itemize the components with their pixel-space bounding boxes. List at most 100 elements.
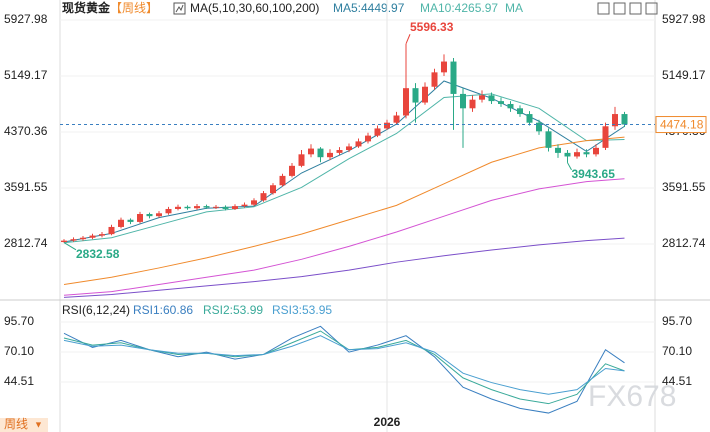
x-tick-label: 2026 [374, 415, 401, 429]
candle-body [422, 86, 428, 103]
line [63, 178, 625, 296]
candle-body [118, 219, 124, 227]
period-label[interactable]: 【周线】 [110, 1, 158, 15]
y-tick-label: 2812.74 [4, 236, 48, 250]
candle-body [498, 101, 504, 104]
candle-body [270, 185, 276, 194]
legend-entry: MA10:4265.97 [420, 1, 498, 15]
dropdown-arrow: ▼ [34, 419, 43, 429]
candle-body [460, 93, 466, 109]
candle-body [89, 235, 96, 238]
annotation-pointer [567, 162, 572, 171]
candle-body [156, 213, 162, 217]
annotation-pointer [63, 242, 77, 251]
candle-body [564, 152, 571, 157]
candle-body [526, 114, 533, 123]
legend-entry: RSI1:60.86 [133, 303, 193, 317]
line [63, 136, 625, 285]
icon [175, 4, 184, 13]
candle-body [431, 72, 438, 87]
candle-body [251, 200, 257, 205]
legend-entry: MA5:4449.97 [333, 1, 405, 15]
legend-entry: RSI3:53.95 [272, 303, 332, 317]
candle-body [327, 152, 333, 158]
icon[interactable] [597, 2, 610, 15]
candle-body [336, 150, 343, 153]
y-tick-label: 95.70 [662, 314, 692, 328]
indicator-title: MA(5,10,30,60,100,200) [190, 1, 319, 15]
candle-body [279, 175, 286, 186]
candle-body [355, 141, 362, 147]
annotation-pointer [405, 34, 411, 45]
period-tab[interactable]: 周线 [4, 417, 28, 431]
candle-body [70, 239, 77, 241]
toolbar [597, 2, 658, 15]
legend-entry: RSI2:53.99 [203, 303, 263, 317]
candle-body [602, 126, 609, 148]
candle-body [469, 99, 476, 109]
y-tick-label: 5927.98 [4, 12, 48, 26]
candle-body [612, 114, 618, 127]
y-tick-label: 70.10 [4, 344, 34, 358]
candle-body [298, 154, 305, 166]
icon[interactable] [613, 2, 626, 15]
rsi-title: RSI(6,12,24) [62, 303, 130, 317]
y-tick-label: 5149.17 [662, 68, 706, 82]
candle-body [165, 208, 172, 214]
y-tick-label: 95.70 [4, 314, 34, 328]
candle-body [365, 135, 371, 142]
candle-body [80, 237, 86, 240]
last-price-label: 4474.18 [660, 118, 704, 132]
candle-body [593, 147, 599, 155]
y-tick-label: 2812.74 [662, 236, 706, 250]
candle-body [137, 214, 143, 222]
chart-title: 现货黄金 [62, 0, 111, 15]
candle-body [621, 114, 628, 125]
candle-body [517, 108, 523, 115]
y-tick-label: 3591.55 [662, 180, 706, 194]
watermark: FX678 [588, 380, 676, 413]
candle-body [450, 61, 457, 94]
annotation: 3943.65 [572, 167, 616, 181]
annotation: 5596.33 [410, 20, 454, 34]
candle-body [545, 131, 552, 148]
period-tab-bg[interactable] [0, 418, 48, 432]
candle-body [536, 122, 542, 132]
line [63, 335, 625, 395]
legend-more: MA [505, 1, 523, 15]
last-price-box [655, 116, 707, 134]
annotation: 2832.58 [76, 247, 120, 261]
y-tick-label: 4370.36 [4, 124, 48, 138]
candle-body [583, 152, 590, 155]
icon[interactable] [645, 2, 658, 15]
candle-body [175, 206, 181, 209]
y-tick-label: 44.51 [662, 374, 692, 388]
candle-body [412, 88, 419, 103]
candle-body [384, 122, 390, 129]
candle-body [241, 204, 248, 207]
candle-body [574, 152, 580, 157]
y-tick-label: 70.10 [662, 344, 692, 358]
candle-body [108, 226, 115, 235]
y-tick-label: 5927.98 [662, 12, 706, 26]
candle-body [479, 95, 485, 100]
y-tick-label: 3591.55 [4, 180, 48, 194]
candle-body [222, 206, 229, 209]
line [63, 237, 625, 298]
candle-body [194, 206, 200, 209]
candle-body [146, 214, 153, 217]
candle-body [184, 206, 191, 209]
candle-body [99, 234, 105, 236]
candle-body [374, 128, 381, 136]
icon[interactable] [629, 2, 642, 15]
candle-body [232, 206, 238, 209]
candle-body [260, 193, 267, 201]
candle-body [308, 148, 314, 155]
candle-body [555, 147, 561, 153]
candle-body [403, 88, 409, 116]
icon[interactable] [173, 2, 186, 15]
candle-body [393, 115, 400, 123]
candle-body [488, 95, 495, 102]
